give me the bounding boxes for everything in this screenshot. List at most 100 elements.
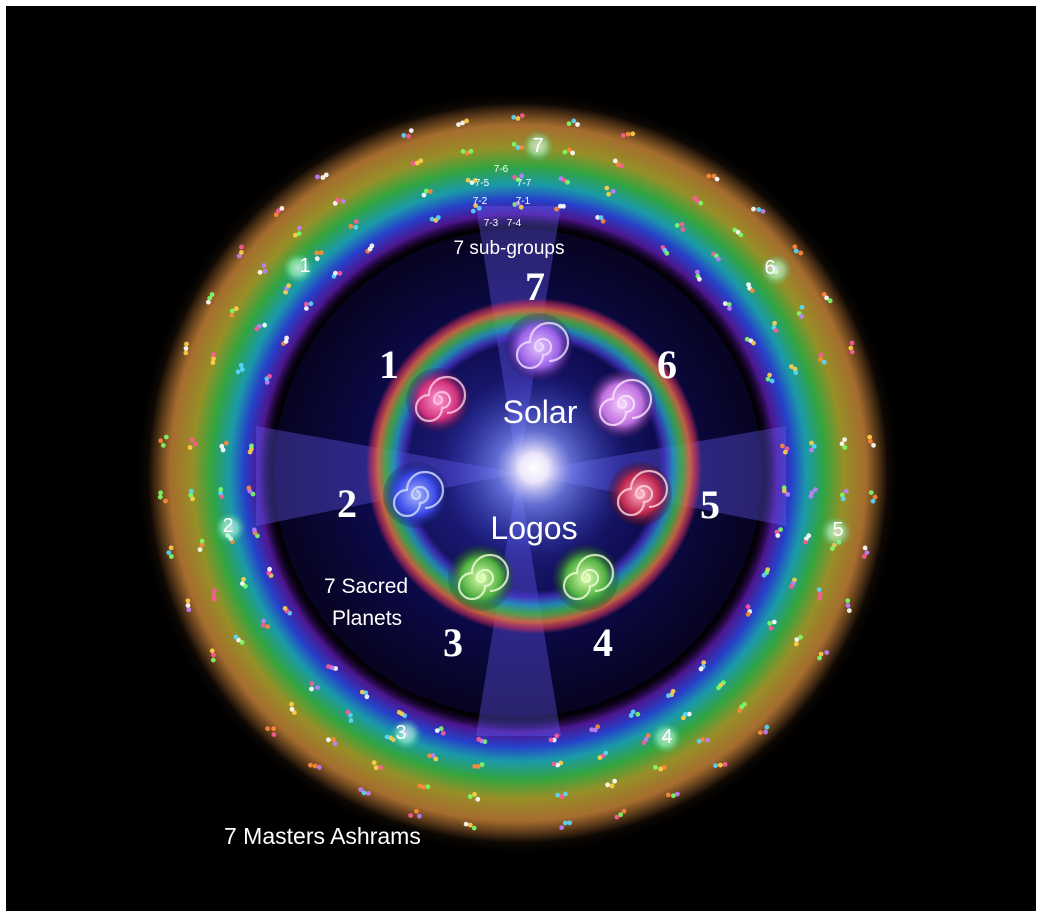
ashram-dot (872, 494, 878, 500)
ashram-number-2: 2 (222, 515, 233, 537)
ashram-dot (308, 762, 313, 768)
ashram-dot (818, 357, 824, 362)
ashram-dot (783, 449, 788, 455)
ashram-dot (803, 539, 808, 545)
ashram-dot (711, 173, 717, 179)
ashram-dot (563, 791, 568, 797)
subgroup-label: 7-6 (494, 164, 509, 175)
ashram-dot (460, 120, 465, 126)
ashram-dot (297, 225, 302, 231)
ashram-dot (686, 711, 692, 717)
ashram-dot (271, 732, 277, 737)
subgroup-label: 7-2 (473, 196, 488, 207)
ashram-dot (464, 150, 470, 156)
ashram-dot (414, 160, 420, 166)
subgroups-title: 7 sub-groups (454, 238, 565, 259)
ashram-dot (473, 203, 478, 209)
ashram-dot (267, 566, 272, 572)
ashram-dot (467, 822, 473, 828)
ashram-dot (681, 715, 686, 721)
ashram-dot (592, 727, 598, 733)
ashram-dot (312, 763, 318, 769)
ashram-dot (211, 652, 216, 658)
ashram-dot (609, 783, 615, 789)
ashram-dot (384, 734, 390, 740)
ashram-dot (475, 764, 481, 769)
ashram-dot (798, 634, 803, 640)
ashram-dot (792, 244, 798, 250)
planet-number-3: 3 (443, 620, 463, 665)
ashram-dot (239, 244, 244, 250)
ashram-dot (211, 592, 217, 598)
ashram-dot (211, 352, 216, 357)
ashram-dot (158, 490, 164, 496)
ashram-dot (425, 784, 431, 790)
ashram-dot (320, 175, 326, 180)
ashram-dot (323, 172, 329, 178)
ashram-dot (615, 162, 621, 167)
ashram-dot (210, 657, 216, 663)
ashram-glow-spot (390, 718, 422, 750)
ashram-dot (625, 131, 631, 137)
ashram-dot (188, 492, 194, 498)
ashram-dot (518, 204, 524, 210)
ashram-dot (236, 253, 242, 259)
ashram-dot (239, 250, 244, 255)
ashram-dot (773, 328, 779, 333)
ashram-dot (166, 550, 172, 556)
ashram-dot (472, 178, 478, 183)
ashram-dot (658, 766, 663, 772)
ashram-dot (293, 232, 298, 238)
ashram-dot (680, 227, 686, 233)
ashram-dot (262, 268, 268, 274)
ashram-dot (760, 209, 766, 214)
ashram-dot (359, 689, 365, 695)
ashram-dot (223, 440, 229, 446)
ashram-dot (763, 729, 768, 735)
ashram-dot (472, 763, 478, 769)
ashram-dot (818, 352, 824, 358)
ashram-dot (220, 447, 226, 453)
ashram-dot (434, 728, 440, 733)
ashram-dot (769, 378, 775, 384)
planet-7-spiral-icon (505, 313, 573, 381)
ashram-dot (239, 367, 245, 372)
ashram-dot (772, 320, 777, 326)
ashram-dot (168, 545, 174, 551)
ashram-dot (771, 619, 777, 625)
ashram-dot (812, 487, 818, 492)
ashram-dot (612, 778, 617, 784)
ashram-dot (304, 306, 309, 311)
subgroup-label: 7-4 (507, 218, 522, 229)
planet-number-4: 4 (593, 620, 613, 665)
ashram-dot (785, 492, 791, 497)
ashram-dot (332, 741, 338, 747)
ashram-dot (212, 588, 217, 593)
ashram-dot (427, 753, 432, 759)
ashram-dot (286, 283, 292, 288)
ashram-dot (257, 269, 263, 275)
ashram-dot (406, 133, 411, 139)
ashram-dot (563, 820, 568, 826)
ashram-dot (421, 192, 427, 198)
ashram-dot (848, 345, 854, 351)
ashram-dot (239, 640, 245, 645)
ashram-dot (751, 206, 756, 212)
ashram-dot (697, 276, 702, 282)
planet-number-2: 2 (337, 481, 357, 526)
ashram-number-3: 3 (395, 722, 406, 744)
ashram-dot (158, 438, 164, 444)
ashram-dot (824, 650, 830, 655)
ashram-dot (816, 587, 822, 592)
ashram-dot (471, 825, 477, 831)
ashram-dot (251, 527, 257, 533)
ashram-dot (824, 295, 829, 301)
ashram-dot (456, 122, 461, 127)
ashram-glow-spot (282, 252, 314, 284)
ashram-dot (193, 441, 199, 447)
ashram-dot (761, 572, 767, 578)
ashram-dot (465, 177, 471, 183)
ashram-dot (303, 301, 309, 307)
ashram-glow-spot (522, 130, 554, 162)
ashram-spots (214, 130, 852, 754)
